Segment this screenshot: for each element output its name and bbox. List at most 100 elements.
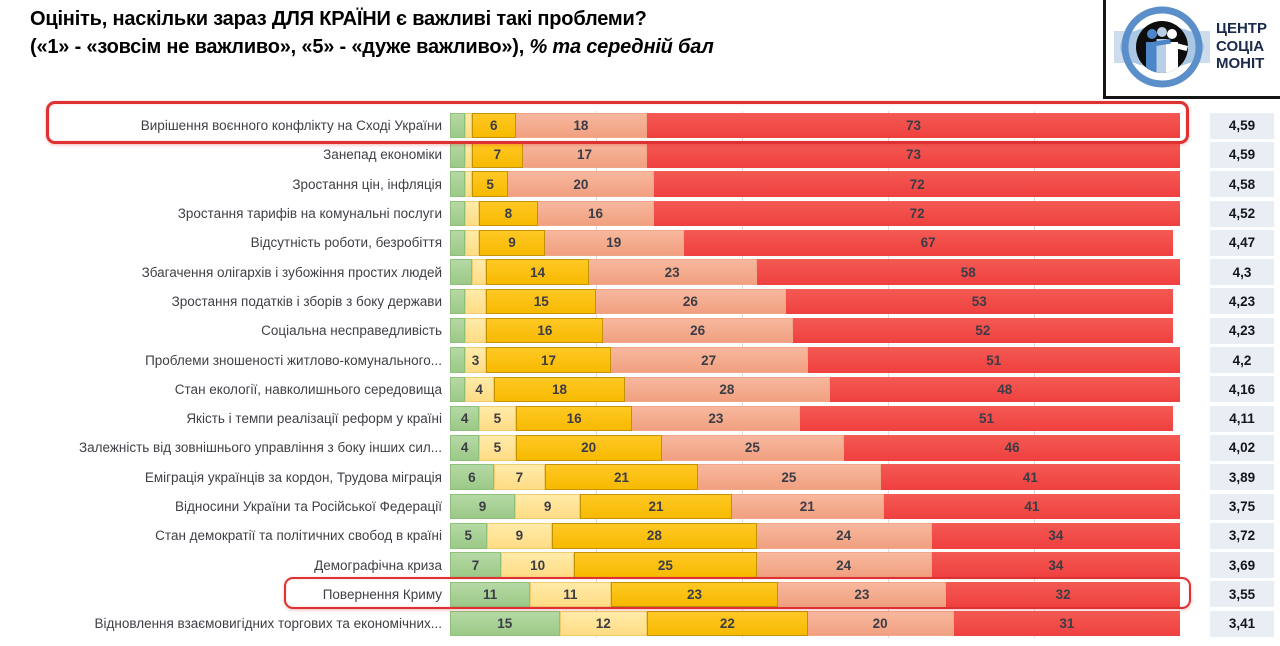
segment-value-label: 4 — [475, 381, 483, 397]
bar-segment-rating-3: 7 — [471, 142, 523, 168]
stacked-bar: 7 10 25 24 34 — [450, 552, 1180, 578]
gridline-80-percent — [1034, 111, 1035, 639]
chart-row: Зростання податків і зборів з боку держа… — [30, 287, 1274, 316]
bar-segment-rating-5: 72 — [654, 200, 1180, 227]
mean-score-cell: 4,11 — [1210, 405, 1274, 432]
chart-row: Якість і темпи реалізації реформ у країн… — [30, 404, 1274, 433]
segment-value-label: 20 — [872, 616, 888, 632]
segment-value-label: 7 — [471, 557, 480, 573]
segment-value-label: 58 — [960, 264, 976, 280]
bar-segment-rating-4: 20 — [807, 610, 954, 637]
bar-segment-rating-2 — [464, 142, 472, 168]
segment-value-label: 52 — [975, 323, 991, 339]
segment-value-label: 23 — [708, 411, 724, 427]
segment-value-label: 51 — [979, 411, 995, 427]
bar-segment-rating-3: 18 — [493, 376, 626, 403]
row-label: Вирішення воєнного конфлікту на Сході Ук… — [140, 118, 442, 134]
mean-score-cell: 3,55 — [1210, 581, 1274, 608]
segment-value-label: 23 — [664, 264, 680, 280]
segment-value-label: 21 — [614, 469, 630, 485]
chart-row: Зростання тарифів на комунальні послуги 8… — [30, 199, 1274, 228]
stacked-bar: 4 5 16 23 51 — [450, 405, 1180, 432]
segment-value-label: 24 — [836, 528, 852, 544]
segment-value-label: 19 — [606, 235, 622, 251]
mean-score-cell: 3,89 — [1210, 464, 1274, 491]
bar-segment-rating-5: 73 — [647, 112, 1180, 139]
mean-score-cell: 4,23 — [1210, 288, 1274, 315]
bar-segment-rating-2: 9 — [486, 523, 553, 549]
bar-segment-rating-2 — [464, 230, 480, 256]
mean-score-cell: 4,47 — [1210, 229, 1274, 256]
bar-segment-rating-5: 53 — [785, 288, 1173, 315]
segment-value-label: 9 — [543, 499, 552, 514]
segment-value-label: 6 — [468, 469, 476, 485]
bar-segment-rating-1: 6 — [450, 464, 494, 490]
bar-segment-rating-1: 7 — [450, 552, 502, 578]
logo-text-line-2: СОЦІА — [1216, 37, 1265, 55]
bar-segment-rating-5: 41 — [883, 493, 1180, 520]
segment-value-label: 7 — [515, 469, 524, 485]
bar-segment-rating-3: 9 — [479, 230, 545, 256]
bar-segment-rating-5: 41 — [880, 464, 1180, 490]
stacked-bar: 16 26 52 — [450, 317, 1180, 344]
stacked-bar: 15 12 22 20 31 — [450, 610, 1180, 637]
bar-segment-rating-4: 18 — [515, 112, 648, 139]
gridline-40-percent — [742, 111, 743, 639]
row-label: Занепад економіки — [323, 147, 442, 163]
logo-box: ЦЕНТР СОЦІА МОНІТ — [1103, 0, 1280, 99]
segment-value-label: 26 — [690, 323, 706, 339]
row-label: Збагачення олігархів і зубожіння простих… — [141, 264, 442, 280]
segment-value-label: 25 — [781, 469, 797, 485]
chart-row: Соціальна несправедливість 16 26 52 4,23 — [30, 316, 1274, 345]
mean-score-cell: 3,72 — [1210, 522, 1274, 549]
row-label: Відсутність роботи, безробіття — [250, 235, 442, 251]
bar-segment-rating-4: 24 — [756, 523, 932, 549]
gridline-60-percent — [888, 111, 889, 639]
segment-value-label: 17 — [577, 147, 593, 163]
segment-value-label: 41 — [1024, 499, 1040, 514]
title-line-2-bold: («1» - «зовсім не важливо», «5» - «дуже … — [30, 36, 530, 58]
bar-segment-rating-3: 8 — [479, 200, 538, 227]
bar-segment-rating-5: 73 — [647, 142, 1180, 168]
bar-segment-rating-5: 51 — [807, 347, 1180, 373]
chart-row: Залежність від зовнішнього управління з … — [30, 433, 1274, 462]
segment-value-label: 8 — [504, 206, 513, 222]
segment-value-label: 31 — [1059, 616, 1075, 632]
stacked-bar: 9 9 21 21 41 — [450, 493, 1180, 520]
segment-value-label: 14 — [530, 264, 546, 280]
row-label: Проблеми зношеності житлово-комунального… — [145, 352, 442, 368]
mean-score-cell: 4,16 — [1210, 376, 1274, 403]
segment-value-label: 28 — [646, 528, 662, 544]
segment-value-label: 17 — [541, 352, 557, 368]
bar-segment-rating-1: 4 — [450, 435, 480, 461]
bar-segment-rating-4: 28 — [625, 376, 830, 403]
chart-row: Збагачення олігархів і зубожіння простих… — [30, 257, 1274, 286]
segment-value-label: 15 — [497, 616, 513, 632]
bar-segment-rating-1 — [450, 200, 465, 227]
bar-segment-rating-1: 9 — [450, 493, 516, 520]
segment-value-label: 24 — [836, 557, 852, 573]
bar-segment-rating-5: 67 — [683, 230, 1173, 256]
segment-value-label: 12 — [595, 616, 611, 632]
segment-value-label: 32 — [1055, 586, 1071, 602]
chart-row: Проблеми зношеності житлово-комунального… — [30, 345, 1274, 374]
chart-row: Вирішення воєнного конфлікту на Сході Ук… — [30, 111, 1274, 140]
bar-segment-rating-5: 34 — [931, 552, 1180, 578]
bar-segment-rating-1 — [450, 142, 465, 168]
logo-text-line-1: ЦЕНТР — [1216, 20, 1267, 37]
stacked-bar: 7 17 73 — [450, 142, 1180, 168]
segment-value-label: 22 — [719, 616, 735, 632]
segment-value-label: 26 — [682, 293, 698, 309]
bar-segment-rating-1: 15 — [450, 610, 560, 637]
bar-segment-rating-4: 23 — [778, 581, 947, 608]
segment-value-label: 34 — [1048, 557, 1064, 573]
segment-value-label: 41 — [1022, 469, 1038, 485]
bar-segment-rating-2 — [464, 171, 472, 197]
segment-value-label: 5 — [493, 411, 502, 427]
mean-score-cell: 4,02 — [1210, 434, 1274, 461]
bar-segment-rating-3: 20 — [515, 435, 662, 461]
row-label: Соціальна несправедливість — [261, 323, 442, 339]
stacked-bar: 4 18 28 48 — [450, 376, 1180, 403]
chart-row: Відновлення взаємовигідних торгових та е… — [30, 609, 1274, 638]
